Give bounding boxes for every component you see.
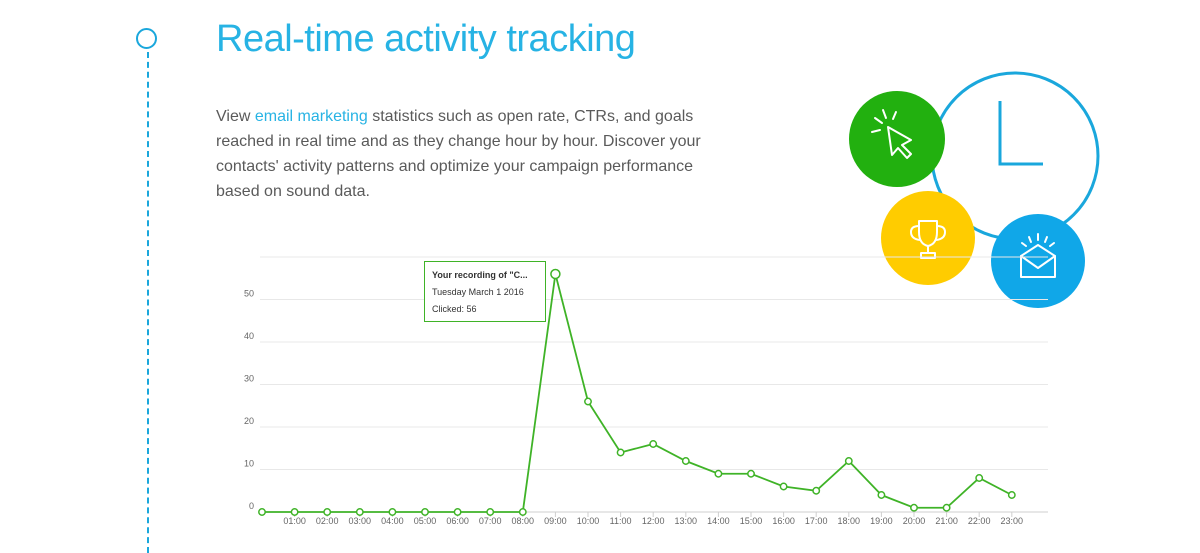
data-point[interactable] [355, 508, 364, 516]
data-point[interactable] [649, 440, 658, 448]
y-tick-label: 30 [244, 374, 254, 384]
x-tick-label: 03:00 [349, 516, 372, 526]
timeline-marker-circle [136, 28, 157, 49]
x-tick-label: 12:00 [642, 516, 665, 526]
data-point[interactable] [258, 508, 266, 516]
clicks-series-points [258, 268, 1016, 516]
x-tick-label: 06:00 [446, 516, 469, 526]
x-tick-label: 22:00 [968, 516, 991, 526]
data-point[interactable] [453, 508, 462, 516]
chart-grid [260, 256, 1048, 513]
y-tick-label: 20 [244, 416, 254, 426]
x-tick-label: 23:00 [1001, 516, 1024, 526]
description-text-end: statistics such as open rate, CTRs, and … [216, 108, 701, 200]
data-point[interactable] [942, 503, 951, 512]
data-point[interactable] [844, 457, 853, 465]
data-point[interactable] [779, 482, 788, 491]
trophy-badge [881, 191, 975, 285]
email-marketing-link[interactable]: email marketing [254, 108, 368, 125]
x-tick-label: 19:00 [870, 516, 893, 526]
data-point[interactable] [975, 474, 984, 482]
data-point[interactable] [812, 486, 821, 495]
trophy-icon [910, 220, 946, 259]
x-tick-label: 18:00 [838, 516, 861, 526]
data-point[interactable] [290, 508, 299, 516]
x-tick-label: 15:00 [740, 516, 763, 526]
x-tick-label: 21:00 [935, 516, 958, 526]
data-point[interactable] [388, 508, 397, 516]
data-point[interactable] [1007, 491, 1016, 499]
x-tick-label: 20:00 [903, 516, 926, 526]
cursor-click-icon [871, 109, 912, 159]
x-axis-ticks: 01:00 02:00 03:00 04:00 05:00 06:00 07:00 08:00… [283, 512, 1023, 526]
x-tick-label: 04:00 [381, 516, 404, 526]
data-point[interactable] [421, 508, 429, 516]
y-tick-label: 10 [244, 459, 254, 469]
section-description: View email marketing statistics such as … [216, 104, 736, 204]
y-tick-label: 50 [244, 289, 254, 299]
envelope-badge [991, 214, 1085, 308]
y-axis-ticks: 0 10 20 30 40 50 [244, 289, 254, 512]
x-tick-label: 05:00 [414, 516, 437, 526]
clicks-by-hour-chart: 0 10 20 30 40 50 01:00 02:00 03:00 04:00 05:00 06:… [244, 256, 1048, 526]
tooltip-date: Tuesday March 1 2016 [432, 287, 524, 297]
description-text-start: View [216, 108, 255, 125]
clicks-series-line [262, 273, 1013, 513]
x-tick-label: 14:00 [707, 516, 730, 526]
y-tick-label: 40 [244, 331, 254, 341]
timeline-dashed-line [147, 52, 149, 553]
chart-tooltip: Your recording of "C... Tuesday March 1 … [424, 261, 546, 322]
open-envelope-icon [1020, 233, 1056, 278]
data-point[interactable] [584, 397, 592, 406]
data-point[interactable] [747, 469, 755, 478]
x-tick-label: 17:00 [805, 516, 828, 526]
x-tick-label: 08:00 [512, 516, 535, 526]
x-tick-label: 16:00 [772, 516, 795, 526]
data-point[interactable] [681, 457, 690, 465]
click-badge [849, 91, 945, 187]
tooltip-value: Clicked: 56 [432, 304, 477, 314]
activity-illustration [849, 71, 1100, 308]
data-point[interactable] [518, 508, 527, 516]
x-tick-label: 07:00 [479, 516, 502, 526]
x-tick-label: 13:00 [675, 516, 698, 526]
x-tick-label: 10:00 [577, 516, 600, 526]
x-tick-label: 01:00 [283, 516, 306, 526]
x-tick-label: 02:00 [316, 516, 339, 526]
x-tick-label: 09:00 [544, 516, 567, 526]
x-tick-label: 11:00 [610, 516, 632, 526]
data-point[interactable] [616, 448, 625, 457]
section-title: Real-time activity tracking [216, 18, 636, 60]
data-point[interactable] [910, 503, 918, 512]
data-point[interactable] [877, 491, 886, 499]
y-tick-label: 0 [249, 501, 254, 511]
tooltip-title: Your recording of "C... [432, 270, 528, 280]
data-point[interactable] [714, 469, 723, 478]
highlighted-data-point[interactable] [550, 268, 561, 280]
data-point[interactable] [323, 508, 332, 516]
data-point[interactable] [486, 508, 495, 516]
